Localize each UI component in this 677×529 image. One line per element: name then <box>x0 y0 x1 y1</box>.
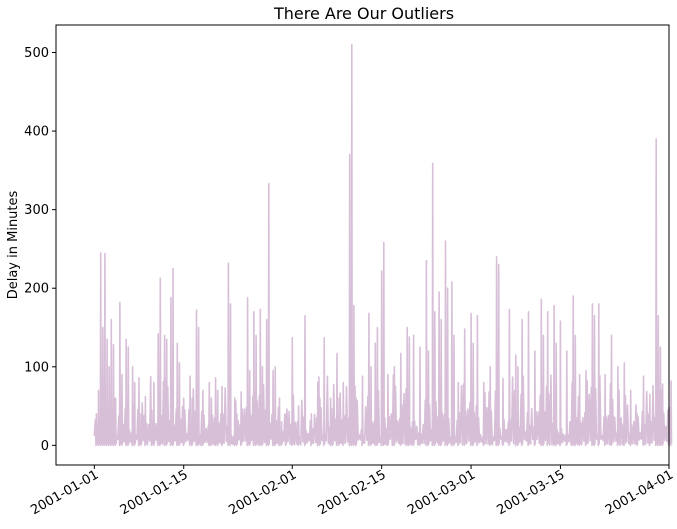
y-tick-label: 0 <box>41 439 49 454</box>
chart-title: There Are Our Outliers <box>273 4 454 23</box>
y-axis-ticks: 0 100 200 300 400 500 <box>24 46 56 454</box>
y-axis-label: Delay in Minutes <box>6 190 21 299</box>
y-tick-label: 100 <box>24 360 49 375</box>
y-tick-label: 300 <box>24 203 49 218</box>
delay-series-line <box>93 43 673 447</box>
plot-area <box>55 24 673 466</box>
y-tick-label: 500 <box>24 46 49 61</box>
series-layer <box>93 43 673 447</box>
axes-frame <box>55 24 670 466</box>
y-tick-label: 400 <box>24 125 49 140</box>
y-tick-label: 200 <box>24 282 49 297</box>
